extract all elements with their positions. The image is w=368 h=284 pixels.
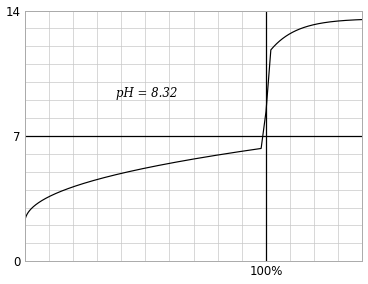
Text: pH = 8.32: pH = 8.32 — [116, 87, 178, 99]
